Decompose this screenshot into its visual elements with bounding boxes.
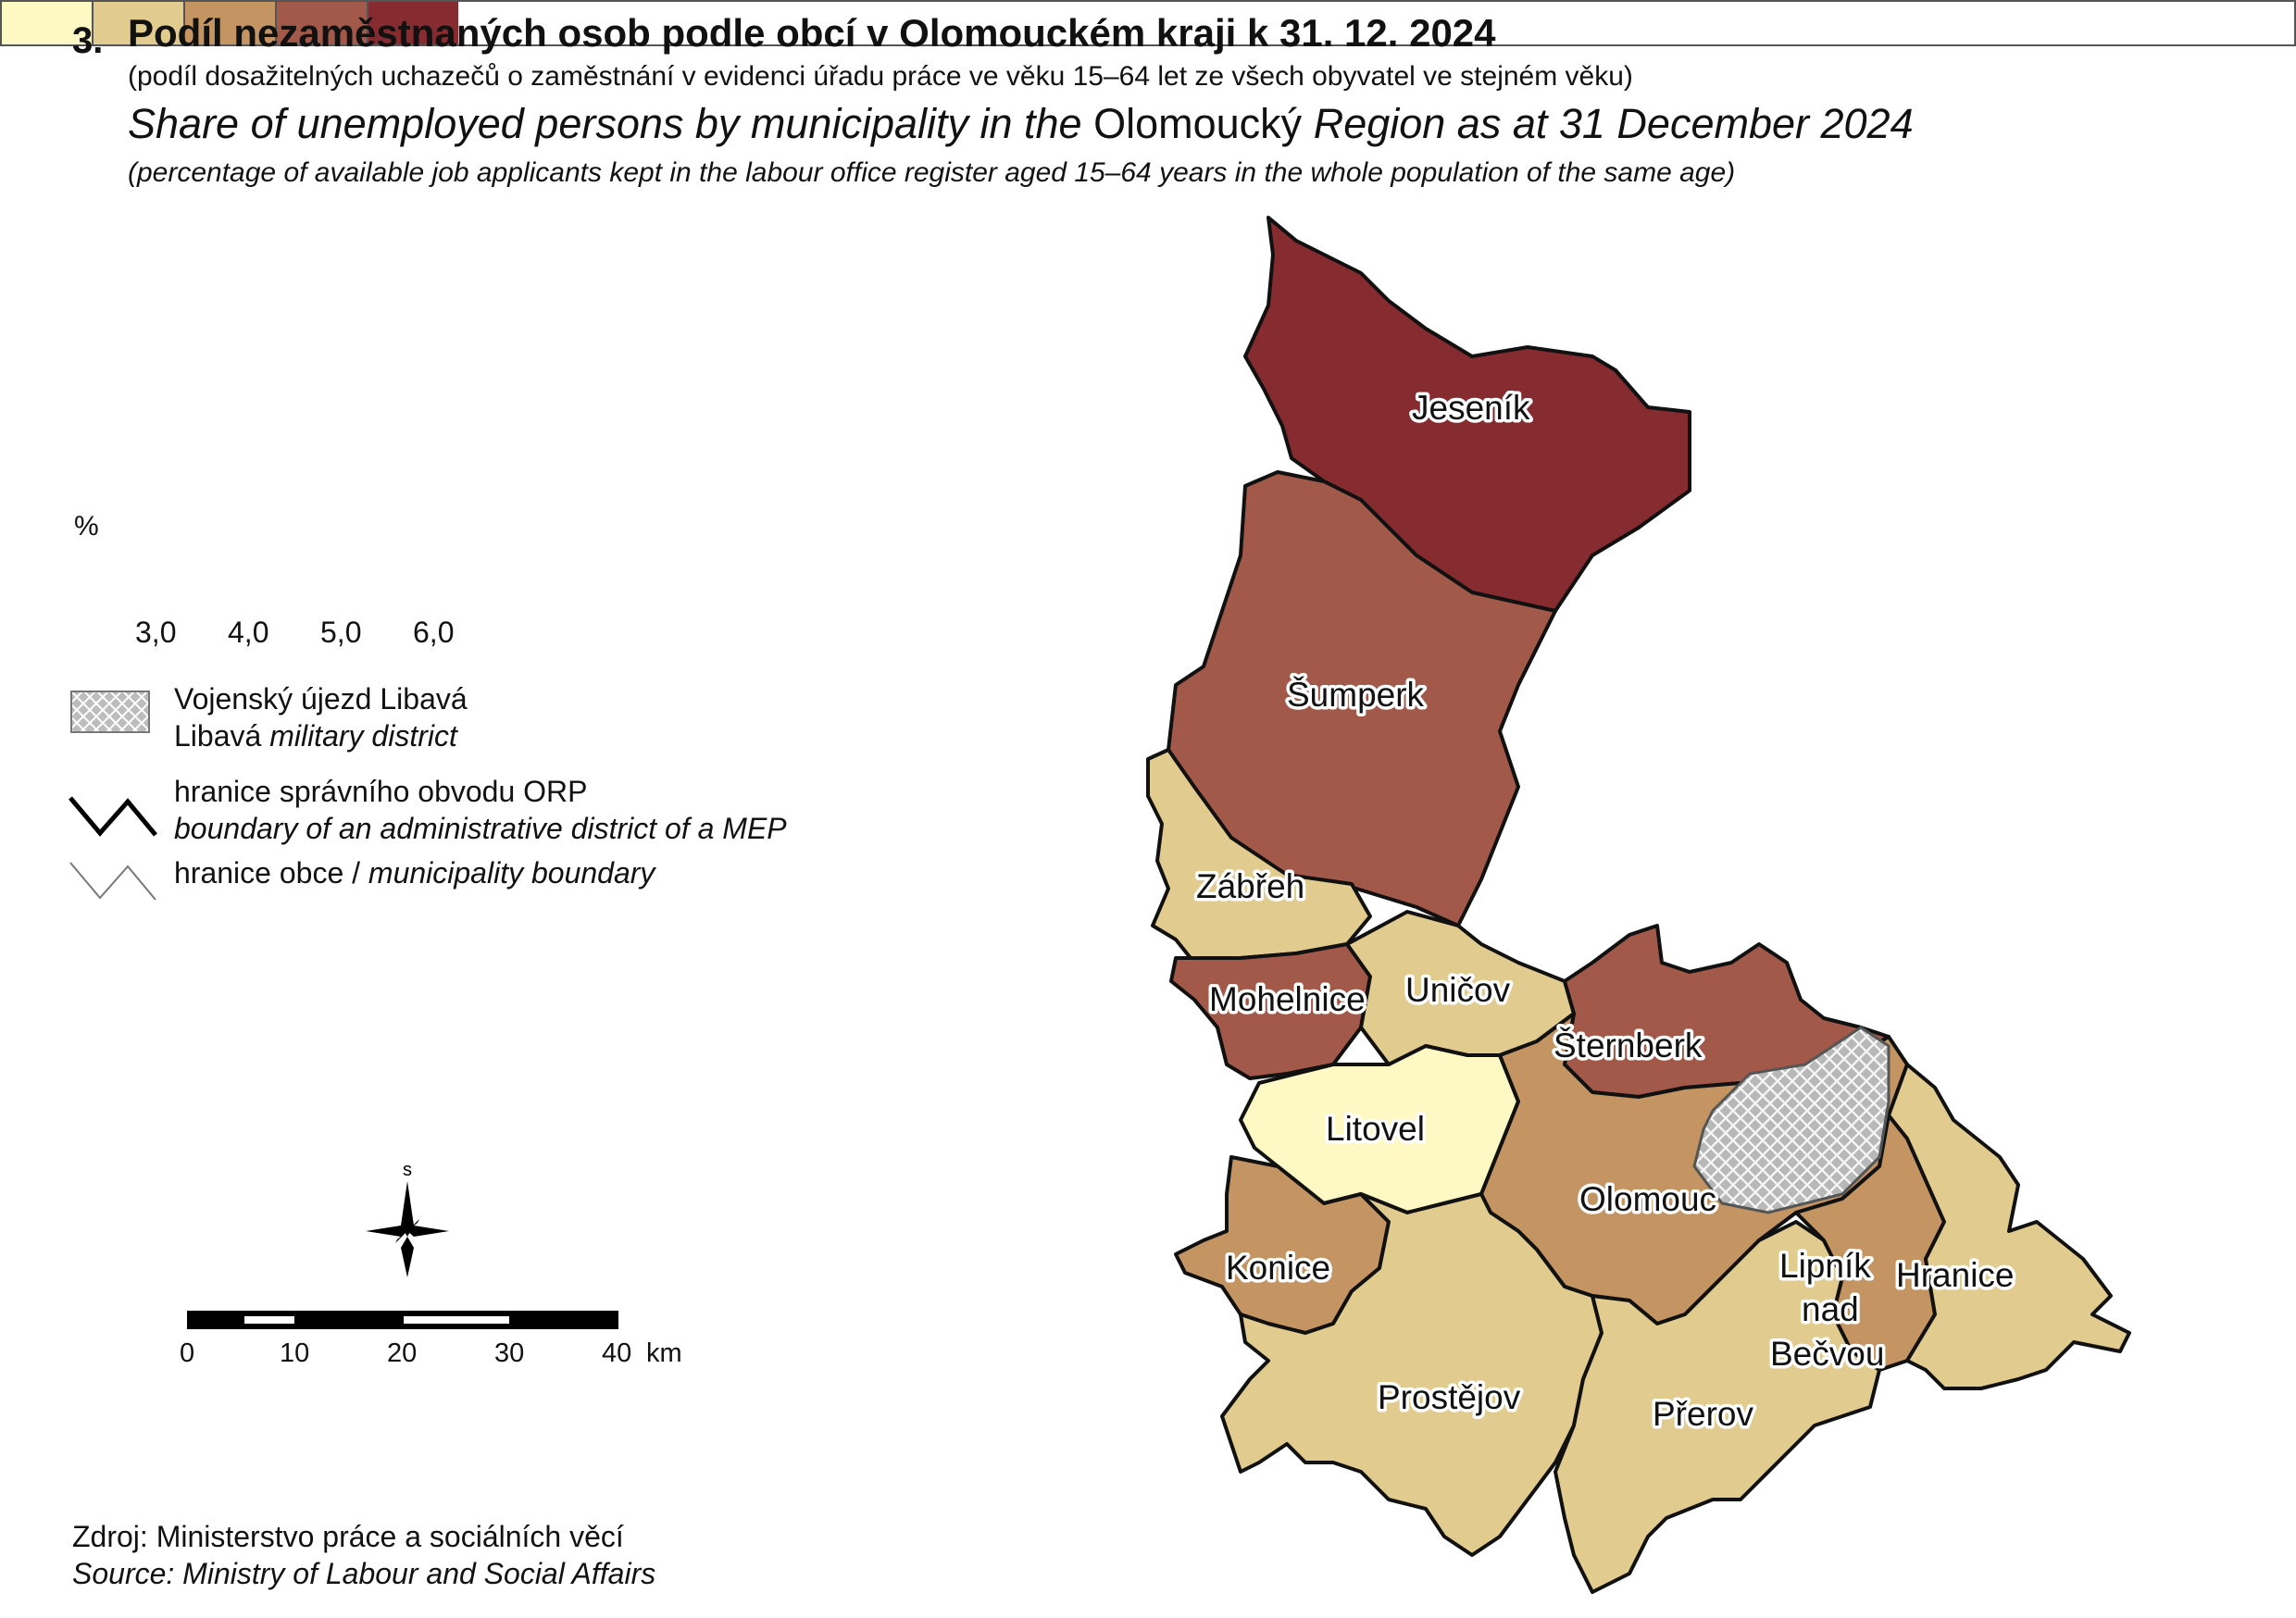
source-english: Source: Ministry of Labour and Social Af…: [72, 1557, 656, 1590]
source-czech: Zdroj: Ministerstvo práce a sociálních v…: [72, 1520, 624, 1553]
legend-color-scale: [0, 0, 2296, 46]
title-english: Share of unemployed persons by municipal…: [128, 100, 1914, 148]
legend-break-3: 5,0: [320, 616, 362, 649]
legend-military-en: Libavá military district: [174, 718, 457, 754]
scale-unit: km: [646, 1338, 682, 1368]
legend-municipality-cz: hranice obce /: [174, 856, 361, 890]
scale-label-40: 40: [602, 1338, 632, 1368]
legend-orp-cz: hranice správního obvodu ORP: [174, 775, 588, 808]
district-label-lipnik-line1: Lipník: [1779, 1247, 1871, 1285]
district-label-hranice: Hranice: [1896, 1256, 2015, 1294]
district-label-konice: Konice: [1226, 1249, 1330, 1287]
scale-label-20: 20: [387, 1338, 418, 1368]
legend-swatch-2: [94, 2, 185, 44]
district-label-lipnik-line3: Bečvou: [1770, 1335, 1884, 1373]
subtitle-czech: (podíl dosažitelných uchazečů o zaměstná…: [128, 61, 1633, 92]
north-arrow-label: s: [403, 1160, 412, 1180]
scale-bar: [187, 1311, 618, 1329]
legend-swatch-3: [185, 2, 277, 44]
scale-label-30: 30: [494, 1338, 525, 1368]
legend-orp-en: boundary of an administrative district o…: [174, 812, 787, 845]
scale-label-10: 10: [280, 1338, 310, 1368]
district-label-unicov: Uničov: [1405, 971, 1511, 1009]
legend-municipality-en: municipality boundary: [368, 856, 655, 890]
district-label-sternberk: Šternberk: [1554, 1027, 1703, 1064]
source-note: Zdroj: Ministerstvo práce a sociálních v…: [72, 1518, 655, 1592]
district-jesenik: [1243, 216, 1691, 613]
district-label-zabreh: Zábřeh: [1196, 867, 1304, 905]
military-district-libava: [1692, 1026, 1890, 1214]
legend-break-1: 3,0: [135, 616, 177, 649]
legend-break-2: 4,0: [228, 616, 269, 649]
legend-swatch-5: [368, 2, 458, 44]
legend-unit: %: [74, 511, 99, 541]
district-label-prostejov: Prostějov: [1378, 1378, 1521, 1416]
legend-swatch-1: [2, 2, 94, 44]
legend-military-en-rest: military district: [269, 719, 457, 753]
legend-swatch-4: [277, 2, 368, 44]
title-english-part1: Share of unemployed persons by municipal…: [128, 100, 1082, 147]
legend-orp-line-icon: [69, 796, 157, 837]
district-label-sumperk: Šumperk: [1287, 676, 1425, 714]
legend-municipality: hranice obce / municipality boundary: [174, 855, 655, 891]
legend-military-en-name: Libavá: [174, 719, 262, 753]
title-english-part2: Region as at 31 December 2024: [1313, 100, 1914, 147]
district-hranice: [1887, 1063, 2131, 1390]
district-label-prerov: Přerov: [1653, 1395, 1753, 1433]
legend-military-hatch-icon: [70, 691, 150, 733]
title-english-region: Olomoucký: [1093, 100, 1303, 147]
legend-municipality-line-icon: [69, 862, 156, 901]
figure-number: 3.: [72, 20, 104, 61]
legend-break-4: 6,0: [413, 616, 455, 649]
title-czech: Podíl nezaměstnaných osob podle obcí v O…: [128, 11, 1496, 55]
district-label-olomouc: Olomouc: [1579, 1180, 1716, 1218]
district-label-litovel: Litovel: [1326, 1110, 1425, 1148]
district-prostejov: [1220, 1192, 1603, 1557]
legend-military-cz: Vojenský újezd Libavá: [174, 682, 468, 716]
district-label-lipnik-line2: nad: [1802, 1290, 1859, 1328]
district-prerov: [1554, 1220, 1881, 1594]
district-label-jesenik: Jeseník: [1412, 389, 1530, 427]
subtitle-english: (percentage of available job applicants …: [128, 157, 1736, 188]
scale-label-0: 0: [180, 1338, 195, 1368]
north-arrow-icon: s: [366, 1160, 449, 1277]
district-label-mohelnice: Mohelnice: [1209, 980, 1366, 1018]
